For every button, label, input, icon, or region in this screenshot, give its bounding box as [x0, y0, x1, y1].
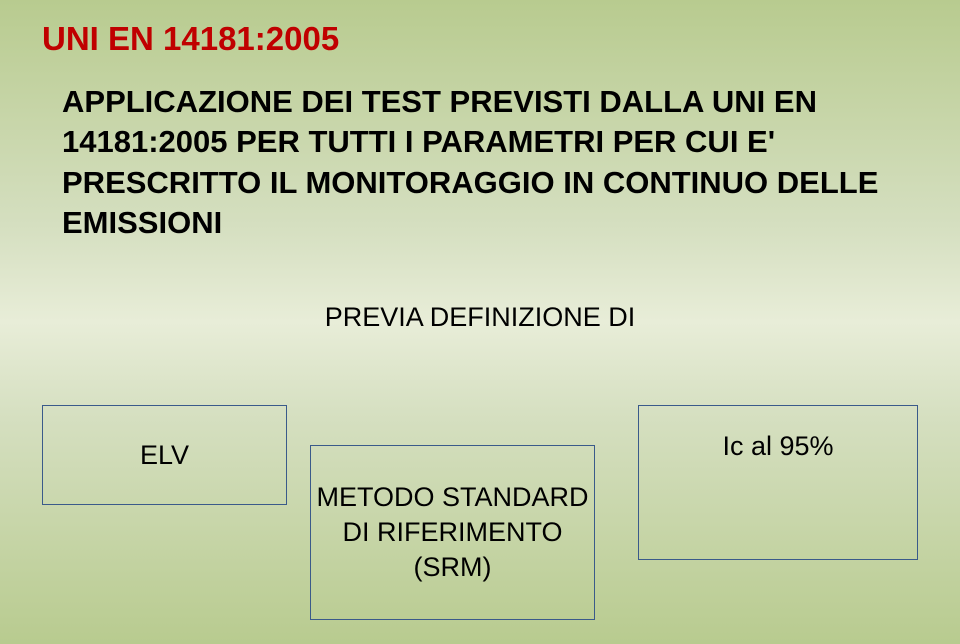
- slide-main-text: APPLICAZIONE DEI TEST PREVISTI DALLA UNI…: [62, 82, 880, 243]
- box-ic-label: Ic al 95%: [722, 431, 833, 462]
- box-ic: Ic al 95%: [638, 405, 918, 560]
- box-elv-label: ELV: [140, 440, 189, 471]
- slide-title: UNI EN 14181:2005: [42, 20, 339, 58]
- slide-sub-text: PREVIA DEFINIZIONE DI: [0, 302, 960, 333]
- box-elv: ELV: [42, 405, 287, 505]
- box-method: METODO STANDARD DI RIFERIMENTO (SRM): [310, 445, 595, 620]
- box-method-label: METODO STANDARD DI RIFERIMENTO (SRM): [311, 480, 594, 585]
